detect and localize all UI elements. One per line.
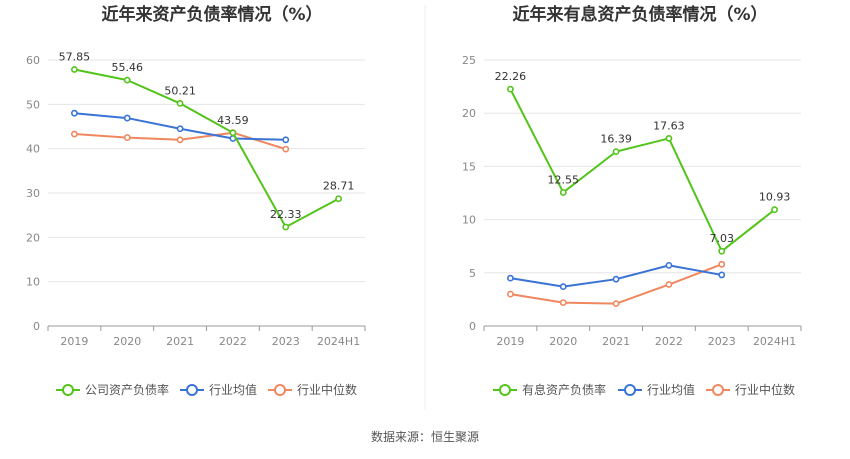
data-labels: 22.26 12.55 16.39 17.63 7.03 10.93 [495, 70, 791, 245]
data-point-industry_median[interactable] [559, 299, 567, 306]
grid [48, 59, 365, 283]
data-point-company[interactable] [282, 223, 290, 231]
data-point-industry_avg[interactable] [71, 109, 78, 117]
svg-text:行业中位数: 行业中位数 [735, 382, 795, 397]
data-label: 12.55 [548, 173, 580, 186]
y-tick-label: 10 [26, 276, 40, 289]
x-tick-label: 2023 [708, 335, 736, 348]
data-label: 28.71 [323, 180, 355, 193]
x-tick-label: 2023 [272, 335, 300, 348]
data-point-industry_avg[interactable] [123, 114, 131, 122]
data-point-industry_avg[interactable] [559, 283, 567, 291]
data-point-company[interactable] [612, 148, 620, 156]
series-group [71, 66, 342, 231]
legend: 有息资产负债率 行业均值 行业中位数 [493, 382, 795, 397]
legend: 公司资产负债率 行业均值 行业中位数 [56, 382, 357, 397]
chart-panel-debt-ratio: 近年来资产负债率情况（%） 0 10 20 30 40 50 60 2019 2020 2021 2… [26, 4, 366, 397]
data-point-industry_median[interactable] [282, 145, 290, 153]
x-tick-label: 2024H1 [317, 335, 360, 348]
legend-item-industry-median[interactable]: 行业中位数 [268, 382, 357, 397]
data-label: 50.21 [164, 84, 196, 97]
data-point-company[interactable] [229, 129, 237, 137]
y-tick-label: 20 [26, 231, 40, 244]
data-point-industry_median[interactable] [507, 290, 514, 298]
data-point-industry_median[interactable] [176, 136, 184, 144]
data-label: 22.26 [495, 70, 527, 83]
data-label: 43.59 [217, 114, 249, 127]
x-tick-label: 2021 [166, 335, 194, 348]
chart-title: 近年来有息资产负债率情况（%） [512, 4, 767, 25]
legend-item-company[interactable]: 公司资产负债率 [56, 382, 169, 397]
data-labels: 57.85 55.46 50.21 43.59 22.33 28.71 [59, 51, 355, 221]
data-label: 10.93 [759, 191, 791, 204]
data-point-industry_avg[interactable] [665, 261, 673, 269]
y-tick-label: 30 [26, 187, 40, 200]
data-point-industry_avg[interactable] [282, 136, 290, 144]
svg-text:行业均值: 行业均值 [647, 382, 695, 397]
x-tick-label: 2024H1 [753, 335, 796, 348]
series-group [507, 85, 778, 308]
axes: 0 5 10 15 20 25 2019 2020 2021 2022 2023 2024H1 [462, 54, 802, 348]
data-label: 57.85 [59, 51, 91, 64]
y-tick-label: 5 [469, 267, 476, 280]
data-label: 55.46 [112, 61, 144, 74]
y-tick-label: 15 [462, 160, 476, 173]
data-point-industry_median[interactable] [71, 130, 78, 138]
y-tick-label: 40 [26, 143, 40, 156]
data-label: 22.33 [270, 208, 302, 221]
x-tick-label: 2020 [549, 335, 577, 348]
data-point-company[interactable] [718, 247, 726, 255]
series-line-company [509, 88, 776, 253]
svg-text:公司资产负债率: 公司资产负债率 [85, 382, 169, 397]
y-tick-label: 10 [462, 214, 476, 227]
axes: 0 10 20 30 40 50 60 2019 2020 2021 2022 2023 2024H1 [26, 54, 366, 348]
svg-text:行业均值: 行业均值 [209, 382, 257, 397]
data-label: 16.39 [600, 133, 632, 146]
x-tick-label: 2022 [655, 335, 683, 348]
data-point-industry_median[interactable] [665, 281, 673, 288]
y-tick-label: 50 [26, 98, 40, 111]
legend-item-industry-avg[interactable]: 行业均值 [618, 382, 695, 397]
data-point-company[interactable] [71, 66, 78, 73]
x-tick-label: 2019 [60, 335, 88, 348]
chart-panel-interest-debt-ratio: 近年来有息资产负债率情况（%） 0 5 10 15 20 25 2019 2020 2021 20… [462, 4, 802, 397]
data-point-company[interactable] [176, 100, 184, 107]
data-point-industry_avg[interactable] [507, 274, 514, 282]
data-point-company[interactable] [335, 195, 342, 203]
data-point-company[interactable] [665, 135, 673, 142]
y-tick-label: 20 [462, 107, 476, 120]
data-point-industry_median[interactable] [612, 300, 620, 308]
data-point-industry_median[interactable] [718, 260, 726, 268]
data-point-company[interactable] [559, 189, 567, 196]
data-label: 17.63 [653, 119, 685, 132]
x-tick-label: 2019 [496, 335, 524, 348]
series-line-company [74, 68, 340, 229]
data-label: 7.03 [710, 232, 735, 245]
y-tick-label: 0 [469, 320, 476, 333]
legend-item-industry-avg[interactable]: 行业均值 [180, 382, 257, 397]
data-point-company[interactable] [771, 206, 778, 214]
data-point-company[interactable] [507, 85, 514, 93]
x-tick-label: 2020 [113, 335, 141, 348]
source-note: 数据来源：恒生聚源 [371, 429, 479, 444]
data-point-industry_avg[interactable] [718, 271, 726, 279]
x-tick-label: 2022 [219, 335, 247, 348]
legend-item-industry-median[interactable]: 行业中位数 [706, 382, 795, 397]
legend-item-company[interactable]: 有息资产负债率 [493, 382, 606, 397]
data-point-company[interactable] [123, 76, 131, 84]
y-tick-label: 25 [462, 54, 476, 67]
data-point-industry_median[interactable] [123, 134, 131, 141]
y-tick-label: 0 [33, 320, 40, 333]
svg-text:行业中位数: 行业中位数 [297, 382, 357, 397]
x-tick-label: 2021 [602, 335, 630, 348]
y-tick-label: 60 [26, 54, 40, 67]
data-point-industry_avg[interactable] [176, 125, 184, 133]
grid [484, 59, 801, 274]
chart-title: 近年来资产负债率情况（%） [101, 4, 322, 25]
svg-text:有息资产负债率: 有息资产负债率 [522, 382, 606, 397]
data-point-industry_avg[interactable] [612, 275, 620, 283]
